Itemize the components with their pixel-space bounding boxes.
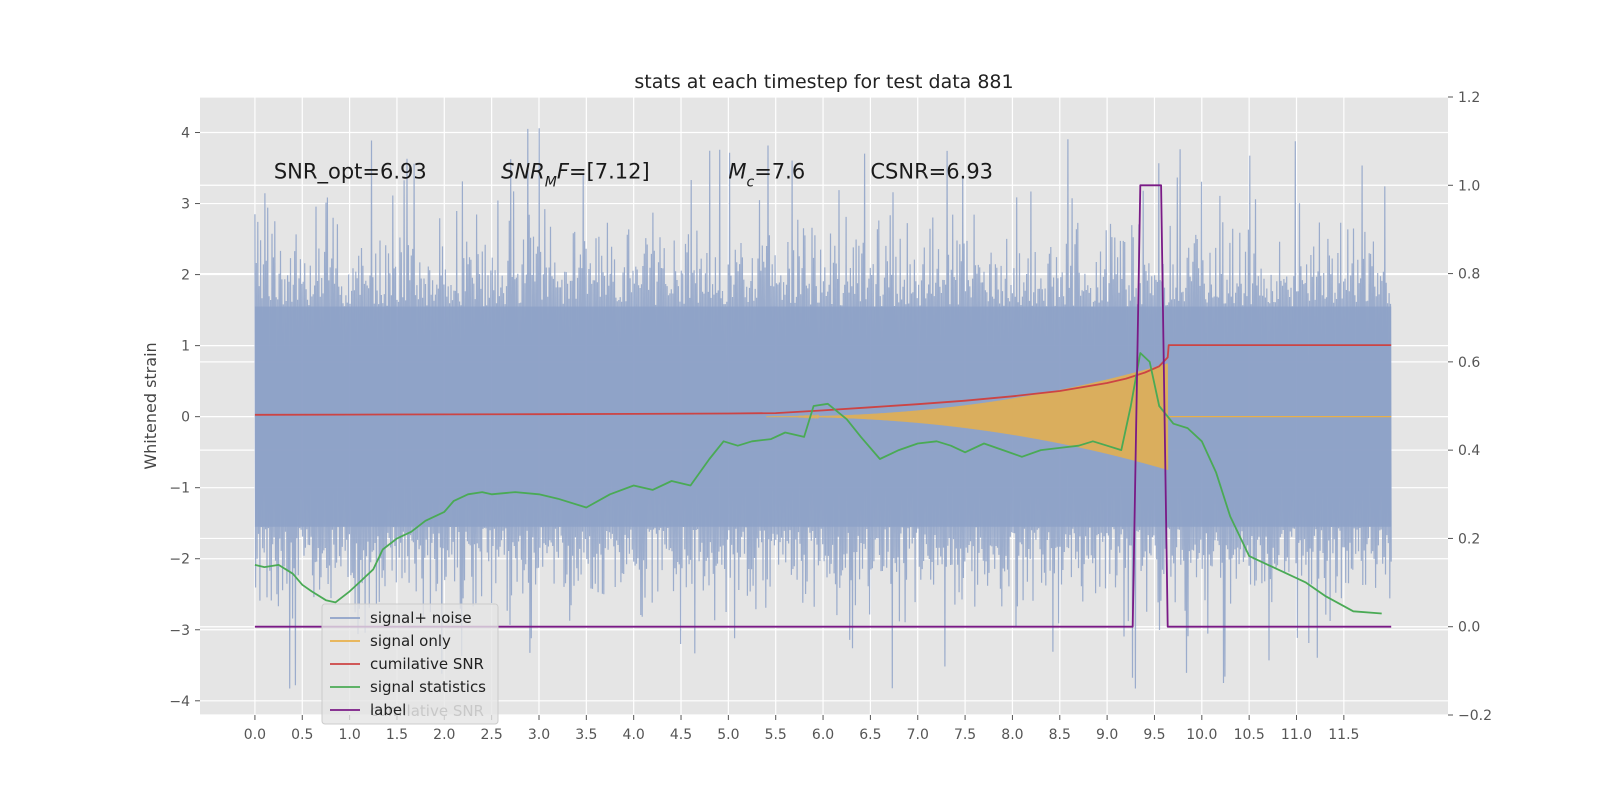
- signal-only-line: [766, 363, 1169, 470]
- x-tick-label: 11.0: [1281, 727, 1312, 743]
- y-tick-label-left: 4: [181, 126, 190, 142]
- annotation-0: SNR_opt=6.93: [274, 160, 427, 185]
- y-tick-label-left: −4: [169, 694, 190, 710]
- x-tick-label: 5.0: [717, 727, 739, 743]
- x-tick-label: 4.5: [670, 727, 692, 743]
- legend-entry: signal only: [370, 632, 451, 650]
- annotation-3: CSNR=6.93: [870, 160, 993, 184]
- x-tick-label: 10.0: [1186, 727, 1217, 743]
- annotation-2: Mc=7.6: [728, 160, 805, 191]
- y-tick-label-left: 3: [181, 197, 190, 213]
- y-tick-label-left: −2: [169, 552, 190, 568]
- x-tick-label: 3.0: [528, 727, 550, 743]
- y-tick-label-left: −1: [169, 481, 190, 497]
- annotation-1: SNRMF=[7.12]: [501, 160, 650, 191]
- legend-entry: signal+ noise: [370, 609, 472, 627]
- x-tick-label: 11.5: [1328, 727, 1359, 743]
- cumilative-snr-line: [254, 344, 1392, 416]
- y-tick-label-left: −3: [169, 623, 190, 639]
- y-tick-label-right: 0.4: [1458, 443, 1480, 459]
- x-tick-label: 9.5: [1143, 727, 1165, 743]
- chart-title: stats at each timestep for test data 881: [634, 71, 1013, 93]
- y-tick-label-right: 0.6: [1458, 355, 1480, 371]
- annotations: SNR_opt=6.93 SNRMF=[7.12] Mc=7.6 CSNR=6.93: [274, 160, 993, 191]
- label-line: [254, 184, 1392, 628]
- y-axis-left-label: Whitened strain: [141, 342, 160, 469]
- x-tick-label: 1.5: [386, 727, 408, 743]
- legend-entry: label: [370, 701, 406, 719]
- x-tick-label: 10.5: [1234, 727, 1265, 743]
- y-tick-label-right: 0.8: [1458, 267, 1480, 283]
- x-tick-label: 2.0: [433, 727, 455, 743]
- x-tick-label: 2.5: [481, 727, 503, 743]
- x-tick-label: 1.0: [338, 727, 360, 743]
- y-tick-label-left: 2: [181, 268, 190, 284]
- y-tick-label-left: 0: [181, 410, 190, 426]
- x-tick-label: 9.0: [1096, 727, 1118, 743]
- legend-box: [321, 603, 499, 725]
- x-tick-label: 6.0: [812, 727, 834, 743]
- x-tick-label: 7.5: [954, 727, 976, 743]
- legend: cumilative SNR signal+ noise signal only cu…: [321, 603, 499, 725]
- x-tick-label: 8.0: [1001, 727, 1023, 743]
- y-tick-label-right: 1.0: [1458, 178, 1480, 194]
- x-tick-label: 8.5: [1049, 727, 1071, 743]
- x-tick-label: 0.0: [244, 727, 266, 743]
- y-axis-right: −0.2 0.0 0.2 0.4 0.6 0.8 1.0 1.2: [1448, 90, 1492, 724]
- legend-entry: signal statistics: [370, 678, 486, 696]
- x-tick-label: 5.5: [765, 727, 787, 743]
- legend-entry: cumilative SNR: [370, 655, 484, 673]
- y-tick-label-right: 0.2: [1458, 531, 1480, 547]
- x-axis: 0.0 0.5 1.0 1.5 2.0 2.5 3.0 3.5 4.0 4.5 5.0 5.5 6.0 6…: [244, 715, 1359, 743]
- y-tick-label-right: −0.2: [1458, 708, 1492, 724]
- signal-only-series: [766, 363, 1392, 470]
- legend-ghost-text: cumilative SNR: [370, 702, 484, 720]
- x-tick-label: 6.5: [859, 727, 881, 743]
- line-series: [254, 184, 1392, 628]
- y-tick-label-right: 0.0: [1458, 620, 1480, 636]
- x-tick-label: 4.0: [623, 727, 645, 743]
- x-tick-label: 0.5: [291, 727, 313, 743]
- y-tick-label-left: 1: [181, 339, 190, 355]
- y-axis-left: −4 −3 −2 −1 0 1 2 3 4: [169, 126, 200, 710]
- x-tick-label: 7.0: [907, 727, 929, 743]
- x-tick-label: 3.5: [575, 727, 597, 743]
- y-tick-label-right: 1.2: [1458, 90, 1480, 106]
